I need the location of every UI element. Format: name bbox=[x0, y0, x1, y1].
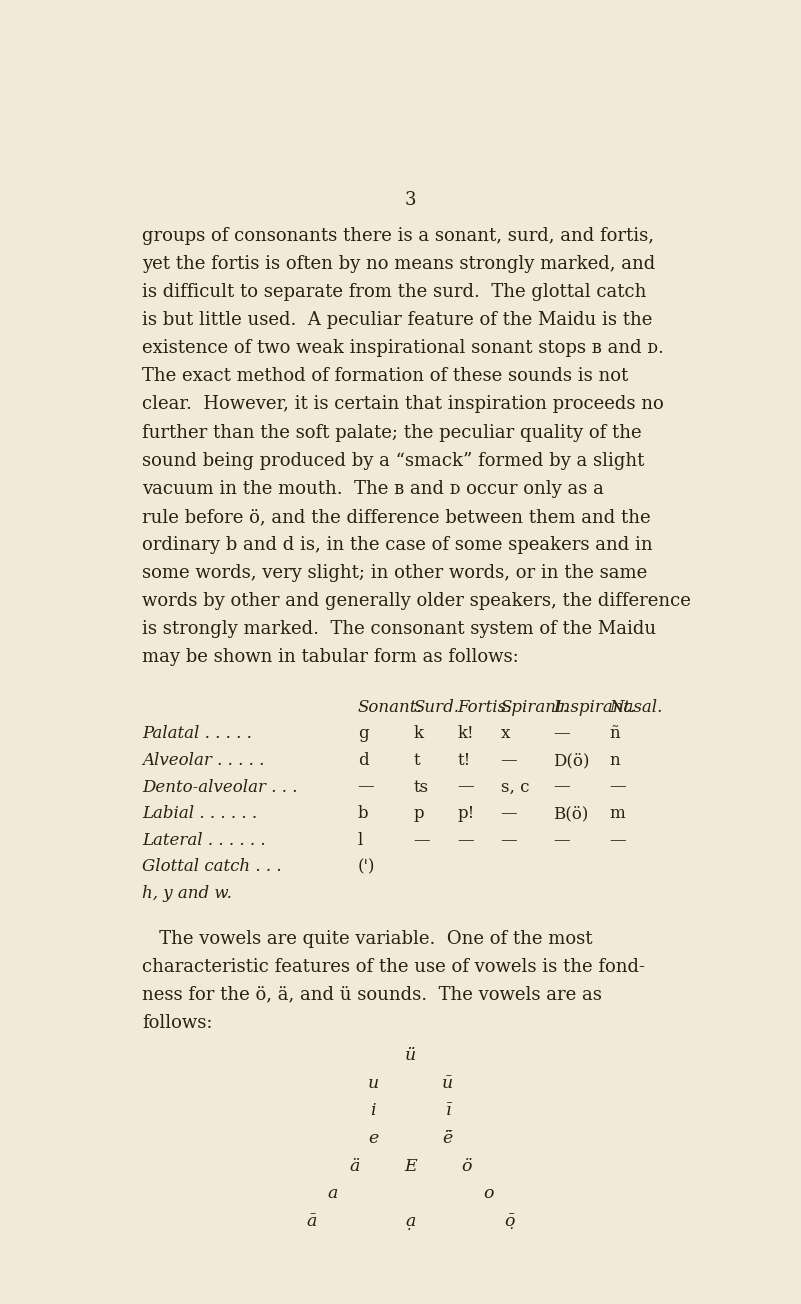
Text: characteristic features of the use of vowels is the fond-: characteristic features of the use of vo… bbox=[143, 957, 646, 975]
Text: E: E bbox=[405, 1158, 417, 1175]
Text: ạ: ạ bbox=[405, 1213, 416, 1230]
Text: ü̈: ü̈ bbox=[405, 1047, 417, 1064]
Text: words by other and generally older speakers, the difference: words by other and generally older speak… bbox=[143, 592, 691, 610]
Text: rule before ö, and the difference between them and the: rule before ö, and the difference betwee… bbox=[143, 507, 651, 526]
Text: —: — bbox=[553, 725, 570, 742]
Text: ö: ö bbox=[461, 1158, 472, 1175]
Text: t: t bbox=[413, 752, 421, 769]
Text: existence of two weak inspirational sonant stops ʙ and ᴅ.: existence of two weak inspirational sona… bbox=[143, 339, 664, 357]
Text: Surd.: Surd. bbox=[413, 699, 460, 716]
Text: ('): (') bbox=[358, 858, 375, 875]
Text: Palatal . . . . .: Palatal . . . . . bbox=[143, 725, 252, 742]
Text: i: i bbox=[371, 1102, 376, 1119]
Text: g: g bbox=[358, 725, 368, 742]
Text: ordinary b and d is, in the case of some speakers and in: ordinary b and d is, in the case of some… bbox=[143, 536, 653, 554]
Text: a: a bbox=[328, 1185, 338, 1202]
Text: k!: k! bbox=[457, 725, 473, 742]
Text: l: l bbox=[358, 832, 363, 849]
Text: ī: ī bbox=[445, 1102, 450, 1119]
Text: Alveolar . . . . .: Alveolar . . . . . bbox=[143, 752, 264, 769]
Text: The exact method of formation of these sounds is not: The exact method of formation of these s… bbox=[143, 368, 629, 386]
Text: clear.  However, it is certain that inspiration proceeds no: clear. However, it is certain that inspi… bbox=[143, 395, 664, 413]
Text: e: e bbox=[368, 1131, 378, 1148]
Text: k: k bbox=[413, 725, 424, 742]
Text: p: p bbox=[413, 805, 425, 822]
Text: ness for the ö, ä, and ü sounds.  The vowels are as: ness for the ö, ä, and ü sounds. The vow… bbox=[143, 986, 602, 1004]
Text: B(ö): B(ö) bbox=[553, 805, 589, 822]
Text: is difficult to separate from the surd.  The glottal catch: is difficult to separate from the surd. … bbox=[143, 283, 646, 301]
Text: yet the fortis is often by no means strongly marked, and: yet the fortis is often by no means stro… bbox=[143, 254, 655, 273]
Text: Nasal.: Nasal. bbox=[609, 699, 662, 716]
Text: Labial . . . . . .: Labial . . . . . . bbox=[143, 805, 257, 822]
Text: —: — bbox=[501, 805, 517, 822]
Text: —: — bbox=[457, 778, 473, 795]
Text: some words, very slight; in other words, or in the same: some words, very slight; in other words,… bbox=[143, 565, 647, 582]
Text: The vowels are quite variable.  One of the most: The vowels are quite variable. One of th… bbox=[143, 930, 593, 948]
Text: Lateral . . . . . .: Lateral . . . . . . bbox=[143, 832, 266, 849]
Text: —: — bbox=[501, 752, 517, 769]
Text: —: — bbox=[553, 832, 570, 849]
Text: Sonant.: Sonant. bbox=[358, 699, 422, 716]
Text: vacuum in the mouth.  The ʙ and ᴅ occur only as a: vacuum in the mouth. The ʙ and ᴅ occur o… bbox=[143, 480, 604, 498]
Text: Dento-alveolar . . .: Dento-alveolar . . . bbox=[143, 778, 298, 795]
Text: d: d bbox=[358, 752, 368, 769]
Text: is but little used.  A peculiar feature of the Maidu is the: is but little used. A peculiar feature o… bbox=[143, 312, 653, 329]
Text: Fortis.: Fortis. bbox=[457, 699, 512, 716]
Text: ä: ä bbox=[349, 1158, 360, 1175]
Text: 3: 3 bbox=[405, 190, 417, 209]
Text: t!: t! bbox=[457, 752, 470, 769]
Text: Inspirant.: Inspirant. bbox=[553, 699, 636, 716]
Text: groups of consonants there is a sonant, surd, and fortis,: groups of consonants there is a sonant, … bbox=[143, 227, 654, 245]
Text: h, y and w.: h, y and w. bbox=[143, 885, 232, 902]
Text: s, c: s, c bbox=[501, 778, 529, 795]
Text: m: m bbox=[609, 805, 625, 822]
Text: ọ̄: ọ̄ bbox=[505, 1213, 515, 1230]
Text: x: x bbox=[501, 725, 510, 742]
Text: —: — bbox=[501, 832, 517, 849]
Text: —: — bbox=[358, 778, 374, 795]
Text: Glottal catch . . .: Glottal catch . . . bbox=[143, 858, 282, 875]
Text: —: — bbox=[609, 778, 626, 795]
Text: —: — bbox=[553, 778, 570, 795]
Text: further than the soft palate; the peculiar quality of the: further than the soft palate; the peculi… bbox=[143, 424, 642, 442]
Text: u: u bbox=[368, 1074, 379, 1091]
Text: n: n bbox=[609, 752, 620, 769]
Text: ū: ū bbox=[442, 1074, 453, 1091]
Text: ā: ā bbox=[306, 1213, 316, 1230]
Text: D(ö): D(ö) bbox=[553, 752, 590, 769]
Text: —: — bbox=[609, 832, 626, 849]
Text: o: o bbox=[483, 1185, 493, 1202]
Text: b: b bbox=[358, 805, 368, 822]
Text: sound being produced by a “smack” formed by a slight: sound being produced by a “smack” formed… bbox=[143, 451, 645, 469]
Text: p!: p! bbox=[457, 805, 474, 822]
Text: follows:: follows: bbox=[143, 1015, 213, 1031]
Text: ē̈: ē̈ bbox=[443, 1131, 453, 1148]
Text: —: — bbox=[457, 832, 473, 849]
Text: ñ: ñ bbox=[609, 725, 620, 742]
Text: may be shown in tabular form as follows:: may be shown in tabular form as follows: bbox=[143, 648, 519, 666]
Text: ts: ts bbox=[413, 778, 429, 795]
Text: Spirant.: Spirant. bbox=[501, 699, 569, 716]
Text: is strongly marked.  The consonant system of the Maidu: is strongly marked. The consonant system… bbox=[143, 621, 657, 639]
Text: —: — bbox=[413, 832, 430, 849]
